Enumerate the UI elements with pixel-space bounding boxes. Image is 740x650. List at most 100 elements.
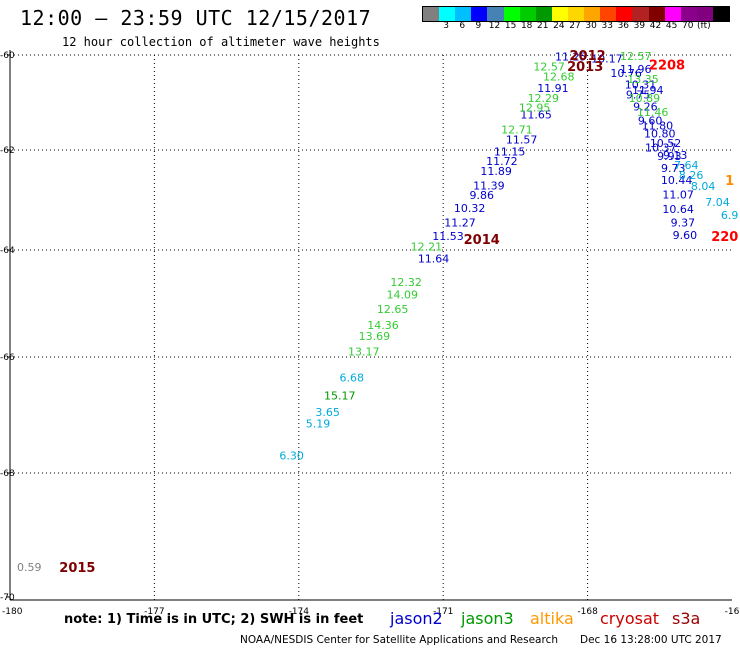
colorbar-swatch	[632, 7, 649, 21]
longitude-tick-label: -171	[433, 607, 453, 617]
colorbar-swatch	[616, 7, 633, 21]
wave-height-value: 10.89	[629, 92, 661, 105]
wave-height-value: 11.94	[632, 84, 664, 97]
latitude-tick-label: -64	[0, 246, 15, 256]
colorbar-swatch	[680, 7, 697, 21]
wave-height-value: 7.64	[674, 159, 699, 172]
wave-height-value: 11.65	[520, 108, 552, 121]
colorbar-tick-label: 6	[459, 21, 466, 31]
wave-height-value: 10.80	[644, 127, 676, 140]
colorbar-tick-label: 39	[633, 21, 646, 31]
wave-height-value: 11.91	[537, 82, 569, 95]
wave-height-value: 9.75	[626, 88, 651, 101]
colorbar-tick-label: 45	[665, 21, 678, 31]
longitude-tick-label: -180	[2, 607, 23, 617]
map-subtitle: 12 hour collection of altimeter wave hei…	[62, 35, 380, 49]
wave-height-value: 9.73	[661, 162, 686, 175]
wave-height-value: 11.39	[473, 180, 505, 193]
generated-date: Dec 16 13:28:00 UTC 2017	[580, 634, 722, 646]
wave-height-value: 8.04	[691, 180, 716, 193]
colorbar-tick-label: 12	[488, 21, 501, 31]
wave-height-value: 12.57	[533, 60, 565, 73]
colorbar-tick-label: 33	[601, 21, 613, 31]
wave-height-value: 15.17	[324, 389, 356, 402]
wave-height-value: 11.46	[637, 106, 669, 119]
colorbar-swatch	[503, 7, 520, 21]
colorbar-swatch	[567, 7, 585, 21]
wave-height-value: 10.44	[661, 174, 693, 187]
colorbar-labels: 3 6 9 12 15 18 21 24 27 30 33 36 39 42 45 70 (ft)	[422, 21, 728, 33]
pass-time-label: 2208	[649, 59, 685, 74]
wave-height-value: 11.64	[418, 253, 450, 266]
longitude-tick-label: -174	[289, 607, 310, 617]
latitude-tick-label: -60	[0, 51, 15, 61]
wave-height-value: 11.80	[642, 119, 674, 132]
wave-height-value: 10.52	[650, 137, 682, 150]
wave-height-value: 9.60	[638, 115, 663, 128]
wave-height-value: 6.68	[339, 371, 364, 384]
latitude-tick-label: -70	[0, 593, 15, 603]
colorbar-swatch	[439, 7, 456, 21]
wave-height-value: 12.95	[519, 101, 551, 114]
colorbar-tick-label: 3	[443, 21, 450, 31]
legend-jason3: jason3	[461, 609, 514, 628]
pass-time-label: 220	[711, 230, 738, 245]
wave-height-value: 9.60	[673, 229, 698, 242]
wave-height-value: 6.9	[721, 209, 739, 222]
colorbar-swatch	[551, 7, 568, 21]
wave-height-value: 11.57	[506, 134, 538, 147]
legend-altika: altika	[530, 609, 574, 628]
colorbar-tick-label: 36	[617, 21, 630, 31]
colorbar-tick-label: 18	[520, 21, 533, 31]
wave-height-value: 10.31	[625, 78, 657, 91]
colorbar-swatch	[712, 7, 730, 21]
wave-height-value: 12.65	[377, 303, 409, 316]
colorbar-swatch	[535, 7, 552, 21]
longitude-tick-label: -168	[577, 607, 598, 617]
pass-time-label: 1	[725, 174, 734, 189]
latitude-tick-label: -62	[0, 146, 15, 156]
wave-height-value: 13.17	[348, 346, 380, 359]
colorbar-swatch	[455, 7, 472, 21]
colorbar-swatch	[487, 7, 504, 21]
latitude-tick-label: -68	[0, 469, 15, 479]
wave-height-value: 11.53	[432, 230, 464, 243]
wave-height-value: 10.64	[662, 203, 694, 216]
legend-s3a: s3a	[672, 609, 701, 628]
credit-line: NOAA/NESDIS Center for Satellite Applica…	[240, 634, 558, 646]
wave-height-value: 12.32	[390, 276, 422, 289]
colorbar-tick-label: 27	[569, 21, 581, 31]
pass-time-label: 2015	[59, 561, 95, 576]
wave-height-value: 11.15	[494, 146, 526, 159]
legend-jason2: jason2	[390, 609, 443, 628]
wave-height-value: 12.71	[501, 124, 533, 137]
longitude-tick-label: -16	[725, 607, 740, 617]
wave-height-value: 12.21	[411, 241, 443, 254]
latitude-tick-label: -66	[0, 353, 15, 363]
colorbar-tick-label: (ft)	[697, 21, 711, 31]
pass-time-label: 2013	[567, 60, 603, 75]
map-title: 12:00 – 23:59 UTC 12/15/2017	[20, 6, 372, 30]
wave-height-value: 12.29	[528, 92, 560, 105]
colorbar-tick-label: 30	[585, 21, 597, 31]
colorbar-swatch	[471, 7, 488, 21]
pass-time-label: 2012	[570, 49, 606, 64]
colorbar-swatch	[423, 7, 440, 21]
colorbar-tick-label: 21	[537, 21, 549, 31]
footer-note: note: 1) Time is in UTC; 2) SWH is in fe…	[64, 612, 364, 627]
colorbar-tick-label: 70	[682, 21, 694, 31]
wave-height-value: 9.93	[657, 150, 682, 163]
longitude-tick-label: -177	[144, 607, 164, 617]
legend-cryosat: cryosat	[600, 609, 660, 628]
colorbar-swatch	[600, 7, 617, 21]
wave-height-value: 11.27	[444, 217, 476, 230]
wave-height-value: 5.19	[306, 418, 331, 431]
colorbar-tick-label: 9	[475, 21, 482, 31]
colorbar-tick-label: 15	[504, 21, 517, 31]
wave-height-value: 11.07	[662, 189, 694, 202]
colorbar-swatch	[584, 7, 601, 21]
colorbar	[422, 6, 730, 22]
colorbar-swatch	[519, 7, 536, 21]
wave-height-value: 10.37	[645, 142, 677, 155]
